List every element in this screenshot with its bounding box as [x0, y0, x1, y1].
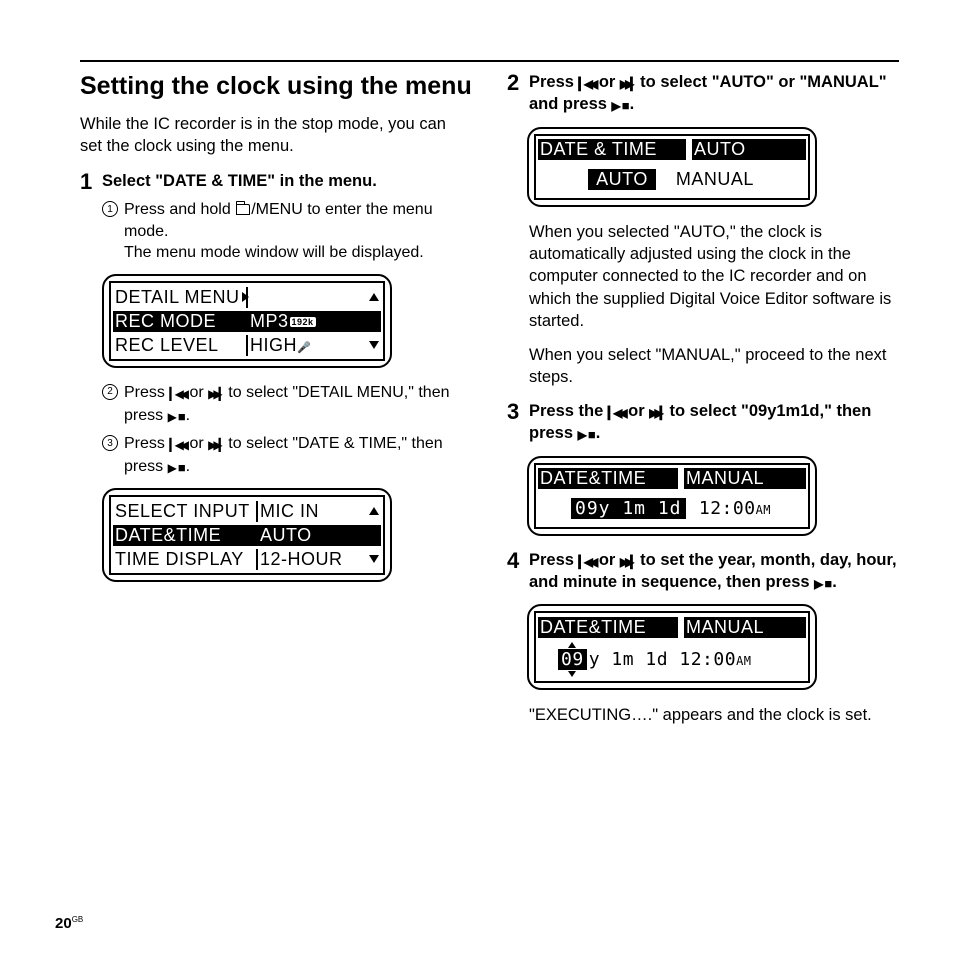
folder-icon: [236, 204, 250, 215]
lcd3-manual: MANUAL: [674, 169, 756, 190]
play-stop-icon: [612, 95, 630, 116]
lcd1-rec-mode: REC MODE: [113, 311, 248, 332]
play-stop-icon: [168, 406, 186, 428]
step-number: 4: [507, 550, 529, 595]
play-stop-icon: [168, 457, 186, 479]
lcd5-datetime: DATE&TIME: [538, 617, 678, 638]
next-icon: [649, 402, 665, 423]
intro-text: While the IC recorder is in the stop mod…: [80, 113, 472, 158]
lcd-screen-3: DATE & TIME AUTO AUTO MANUAL: [527, 127, 817, 207]
lcd4-manual: MANUAL: [684, 468, 806, 489]
lcd-screen-5: DATE&TIME MANUAL 09 y 1m 1d 12:00AM: [527, 604, 817, 690]
step-4-head: Press or to set the year, month, day, ho…: [529, 550, 899, 595]
section-title: Setting the clock using the menu: [80, 72, 472, 101]
lcd5-rest: y 1m 1d 12:00AM: [587, 649, 754, 670]
circled-3-icon: 3: [102, 435, 118, 451]
substep-1-1: 1 Press and hold /MENU to enter the menu…: [102, 199, 472, 264]
step4-body: "EXECUTING…." appears and the clock is s…: [529, 704, 899, 726]
lcd2-select-input: SELECT INPUT: [113, 501, 258, 522]
step-1-head: Select "DATE & TIME" in the menu.: [102, 171, 377, 193]
scroll-down-icon: [369, 555, 379, 563]
lcd1-detail-menu: DETAIL MENU: [113, 287, 248, 308]
lcd2-time-display: TIME DISPLAY: [113, 549, 258, 570]
next-icon: [208, 434, 224, 456]
step-3: 3 Press the or to select "09y1m1d," then…: [507, 401, 899, 446]
down-arrow-icon: [568, 671, 576, 677]
step-2-head: Press or to select "AUTO" or "MANUAL" an…: [529, 72, 899, 117]
step2-manual-body: When you select "MANUAL," proceed to the…: [529, 344, 899, 389]
text: Press and hold: [124, 201, 235, 218]
next-icon: [620, 73, 636, 94]
up-arrow-icon: [568, 642, 576, 648]
lcd2-datetime: DATE&TIME: [113, 525, 258, 546]
play-stop-icon: [578, 424, 596, 445]
play-stop-icon: [814, 573, 832, 594]
right-column: 2 Press or to select "AUTO" or "MANUAL" …: [507, 72, 899, 739]
step-number: 1: [80, 171, 102, 193]
next-icon: [208, 383, 224, 405]
substep-1-3: 3 Press or to select "DATE & TIME," then…: [102, 433, 472, 478]
step-1: 1 Select "DATE & TIME" in the menu.: [80, 171, 472, 193]
prev-icon: [608, 402, 624, 423]
scroll-up-icon: [369, 293, 379, 301]
lcd4-datetime: DATE&TIME: [538, 468, 678, 489]
top-rule: [80, 60, 899, 62]
lcd-screen-1: DETAIL MENU REC MODE MP3192k REC LEVEL H…: [102, 274, 392, 368]
page-number: 20GB: [55, 915, 83, 932]
substep-1-1-body: Press and hold /MENU to enter the menu m…: [124, 199, 472, 264]
text: The menu mode window will be displayed.: [124, 242, 472, 264]
substep-1-2: 2 Press or to select "DETAIL MENU," then…: [102, 382, 472, 427]
lcd3-auto: AUTO: [588, 169, 656, 190]
scroll-up-icon: [369, 507, 379, 515]
lcd1-mp3: MP3192k: [248, 311, 381, 332]
lcd2-12hour: 12-HOUR: [258, 549, 345, 570]
step-4: 4 Press or to set the year, month, day, …: [507, 550, 899, 595]
prev-icon: [169, 434, 185, 456]
prev-icon: [169, 383, 185, 405]
year-selector: 09: [558, 649, 587, 670]
step-number: 2: [507, 72, 529, 117]
lcd5-manual: MANUAL: [684, 617, 806, 638]
lcd4-date: 09y 1m 1d: [571, 498, 686, 519]
circled-2-icon: 2: [102, 384, 118, 400]
lcd1-rec-level: REC LEVEL: [113, 335, 248, 356]
lcd3-auto-hdr: AUTO: [692, 139, 806, 160]
lcd4-time: 12:00AM: [686, 498, 773, 519]
circled-1-icon: 1: [102, 201, 118, 217]
step-3-head: Press the or to select "09y1m1d," then p…: [529, 401, 899, 446]
lcd-screen-2: SELECT INPUT MIC IN DATE&TIME AUTO TIME …: [102, 488, 392, 582]
scroll-down-icon: [369, 341, 379, 349]
lcd2-auto: AUTO: [258, 525, 381, 546]
prev-icon: [579, 73, 595, 94]
left-column: Setting the clock using the menu While t…: [80, 72, 472, 739]
lcd5-year: 09: [558, 649, 587, 670]
substep-1-2-body: Press or to select "DETAIL MENU," then p…: [124, 382, 472, 427]
lcd3-datetime: DATE & TIME: [538, 139, 686, 160]
prev-icon: [579, 551, 595, 572]
step-number: 3: [507, 401, 529, 446]
step2-auto-body: When you selected "AUTO," the clock is a…: [529, 221, 899, 332]
step-2: 2 Press or to select "AUTO" or "MANUAL" …: [507, 72, 899, 117]
lcd1-high: HIGH🎤: [248, 335, 313, 356]
substep-1-3-body: Press or to select "DATE & TIME," then p…: [124, 433, 472, 478]
lcd-screen-4: DATE&TIME MANUAL 09y 1m 1d 12:00AM: [527, 456, 817, 536]
two-column-layout: Setting the clock using the menu While t…: [80, 72, 899, 739]
next-icon: [620, 551, 636, 572]
lcd2-mic-in: MIC IN: [258, 501, 321, 522]
